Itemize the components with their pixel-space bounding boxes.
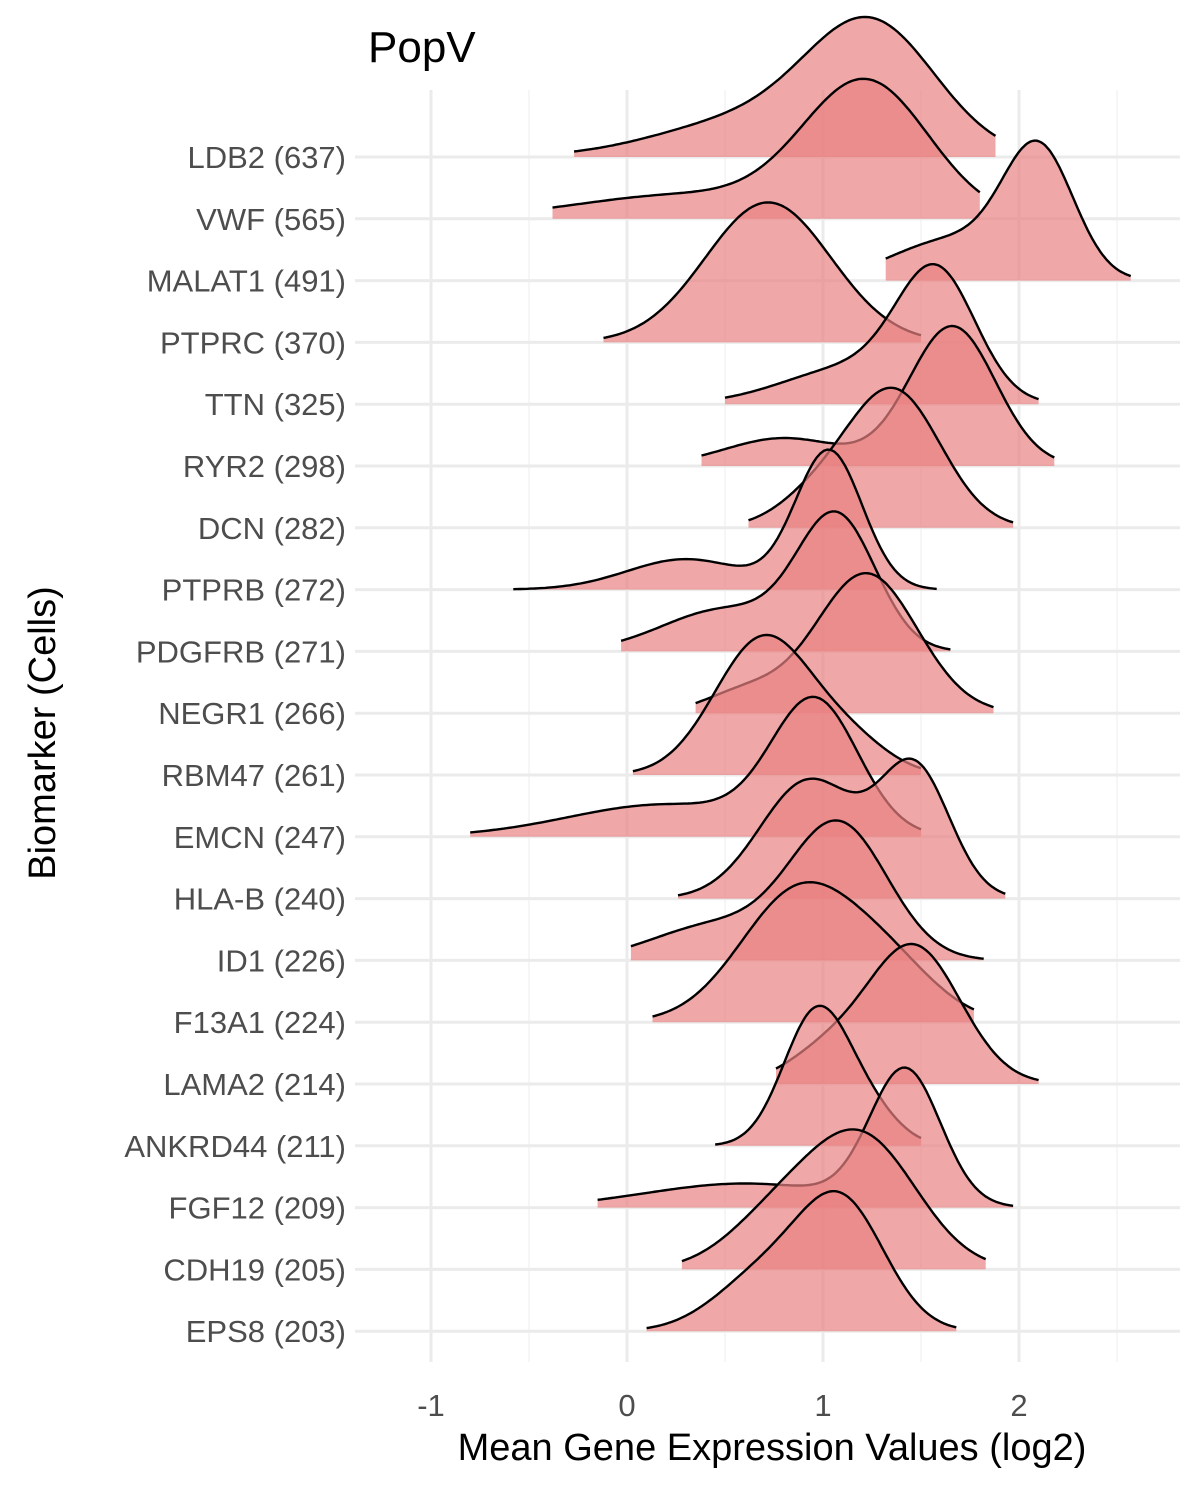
chart-title: PopV — [368, 23, 476, 72]
x-tick-label: 1 — [814, 1388, 831, 1423]
y-tick-label: PTPRB (272) — [162, 573, 346, 608]
ridge-fill — [552, 78, 980, 219]
ridge-fill — [574, 17, 996, 157]
y-tick-label: FGF12 (209) — [169, 1191, 346, 1226]
ridge-fill — [646, 1191, 957, 1332]
y-tick-label: LDB2 (637) — [187, 140, 346, 175]
ridge-ldb2 — [573, 15, 997, 157]
y-tick-label: CDH19 (205) — [163, 1252, 346, 1287]
ridge-outline — [513, 448, 937, 591]
y-axis-title: Biomarker (Cells) — [22, 586, 64, 879]
ridge-vwf — [552, 77, 981, 219]
x-axis-title: Mean Gene Expression Values (log2) — [458, 1427, 1087, 1469]
y-tick-label: HLA-B (240) — [174, 882, 346, 917]
ridge-fill — [715, 1005, 921, 1146]
ridge-outline — [646, 1190, 957, 1330]
y-tick-label: PTPRC (370) — [160, 325, 346, 360]
ridge-outline — [748, 386, 1014, 524]
y-tick-label: EMCN (247) — [174, 820, 346, 855]
y-tick-label: MALAT1 (491) — [147, 264, 346, 299]
ridge-outline — [885, 139, 1132, 278]
y-tick-label: TTN (325) — [205, 387, 346, 422]
y-tick-label: PDGFRB (271) — [136, 634, 346, 669]
ridge-outline — [603, 201, 922, 340]
x-tick-label: -1 — [417, 1388, 445, 1423]
ridge-outline — [630, 819, 984, 960]
y-tick-label: RYR2 (298) — [183, 449, 346, 484]
y-tick-label: EPS8 (203) — [186, 1314, 346, 1349]
ridge-outline — [681, 1128, 987, 1263]
y-tick-label: DCN (282) — [198, 511, 346, 546]
ridge-series — [470, 15, 1132, 1332]
x-axis-tick-labels: -1 0 1 2 — [417, 1388, 1027, 1423]
ridge-fill — [603, 202, 921, 343]
y-tick-label: NEGR1 (266) — [158, 696, 346, 731]
ridge-outline — [724, 263, 1039, 401]
ridge-fill — [885, 140, 1131, 281]
y-tick-label: F13A1 (224) — [174, 1005, 346, 1040]
ridge-ptprc — [603, 201, 922, 343]
ridge-fill — [597, 1067, 1014, 1208]
ridge-malat1 — [885, 139, 1132, 281]
y-axis-tick-labels: LDB2 (637) VWF (565) MALAT1 (491) PTPRC (37… — [124, 140, 346, 1349]
ridge-outline — [470, 695, 922, 834]
ridge-outline — [632, 633, 922, 773]
ridge-outline — [552, 77, 981, 209]
y-tick-label: ANKRD44 (211) — [124, 1129, 346, 1164]
ridge-outline — [573, 15, 997, 153]
x-tick-label: 0 — [618, 1388, 635, 1423]
y-tick-label: LAMA2 (214) — [163, 1067, 346, 1102]
ridge-eps8 — [646, 1190, 957, 1332]
y-tick-label: RBM47 (261) — [162, 758, 346, 793]
x-tick-label: 2 — [1010, 1388, 1027, 1423]
ridge-fill — [701, 326, 1055, 466]
y-tick-label: ID1 (226) — [217, 943, 346, 978]
y-tick-label: VWF (565) — [196, 202, 346, 237]
ridge-outline — [677, 757, 1006, 897]
